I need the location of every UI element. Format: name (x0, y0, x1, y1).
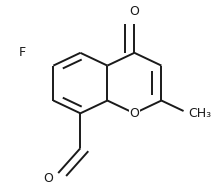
Text: O: O (129, 107, 139, 120)
Text: O: O (43, 172, 53, 185)
Text: O: O (129, 5, 139, 18)
Text: F: F (19, 46, 26, 59)
Text: CH₃: CH₃ (188, 107, 211, 120)
